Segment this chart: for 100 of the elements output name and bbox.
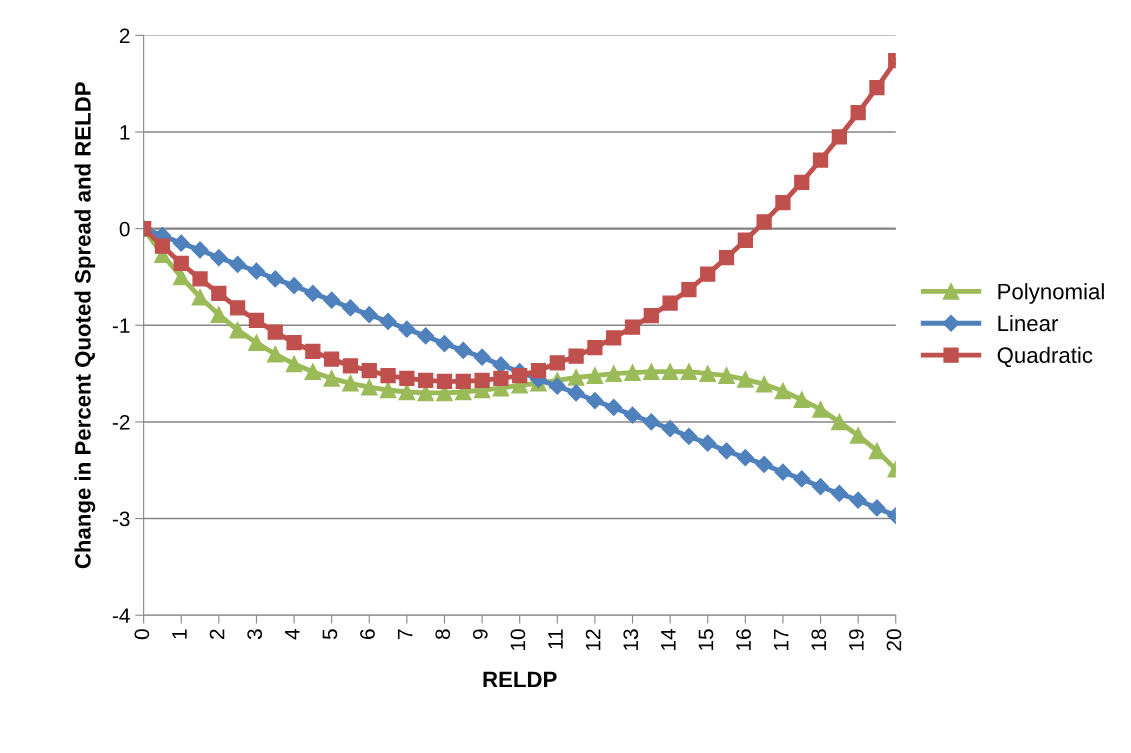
point: [304, 363, 322, 381]
point: [699, 365, 717, 382]
y-tick-label: 0: [119, 221, 130, 237]
y-tick-label: -4: [112, 608, 130, 623]
point: [849, 491, 867, 509]
point: [361, 363, 377, 379]
x-tick-label: 13: [623, 629, 639, 650]
y-axis-title: Change in Percent Quoted Spread and RELDP: [74, 82, 96, 569]
point: [643, 307, 659, 324]
point: [605, 365, 623, 382]
point: [830, 484, 848, 502]
point: [811, 478, 830, 496]
point: [399, 370, 415, 387]
point: [324, 351, 340, 367]
point: [417, 327, 435, 345]
point: [304, 284, 322, 302]
point: [285, 355, 303, 373]
point: [849, 427, 867, 444]
point: [831, 413, 848, 431]
point: [587, 339, 603, 356]
point: [454, 341, 472, 359]
point: [793, 470, 811, 488]
point: [605, 398, 623, 416]
x-tick-label: 18: [811, 629, 827, 650]
y-tick-label: -3: [112, 511, 130, 527]
point: [379, 312, 397, 330]
point: [737, 232, 753, 248]
point: [305, 343, 321, 360]
point: [266, 270, 284, 288]
point: [700, 266, 716, 282]
point: [624, 364, 641, 381]
point: [418, 372, 434, 389]
point: [681, 281, 697, 298]
point: [642, 363, 660, 381]
x-tick-label: 17: [773, 629, 789, 650]
x-tick-label: 11: [548, 629, 563, 649]
point: [360, 306, 378, 324]
point: [229, 255, 247, 273]
point: [286, 335, 302, 351]
point: [812, 152, 829, 168]
point: [567, 384, 585, 402]
x-tick-label: 0: [134, 629, 150, 640]
point: [342, 358, 359, 374]
point: [812, 401, 829, 418]
x-tick-label: 7: [397, 629, 413, 639]
point: [623, 406, 642, 424]
x-tick-label: 19: [848, 629, 864, 650]
point: [211, 285, 227, 302]
point: [699, 434, 717, 452]
point: [154, 238, 171, 254]
x-tick-label: 2: [209, 629, 225, 639]
x-tick-label: 6: [360, 629, 375, 639]
x-tick-label: 9: [472, 629, 488, 639]
point: [793, 391, 811, 409]
x-tick-label: 4: [285, 629, 300, 640]
point: [323, 370, 340, 387]
point: [191, 241, 209, 259]
point: [831, 129, 847, 145]
y-tick-label: 1: [120, 125, 130, 140]
point: [323, 291, 341, 309]
x-tick-label: 1: [172, 629, 187, 639]
point: [868, 442, 886, 460]
point: [229, 321, 246, 339]
legend-label: Linear: [998, 314, 1059, 332]
x-tick-label: 14: [661, 629, 676, 650]
point: [248, 312, 265, 329]
point: [380, 367, 396, 384]
point: [248, 334, 265, 352]
legend-label: Quadratic: [997, 346, 1093, 368]
point: [435, 335, 454, 353]
point: [869, 79, 885, 96]
point: [568, 348, 584, 364]
point: [192, 271, 208, 287]
point: [661, 420, 679, 438]
point: [379, 381, 397, 399]
point: [718, 367, 735, 384]
point: [680, 427, 698, 445]
point: [341, 299, 360, 317]
point: [794, 174, 810, 190]
point: [642, 413, 660, 431]
point: [606, 330, 622, 346]
point: [474, 372, 490, 389]
point: [172, 234, 190, 252]
point: [718, 250, 735, 266]
point: [662, 295, 678, 311]
x-axis-title: RELDP: [483, 671, 557, 688]
x-tick-label: 10: [510, 629, 526, 650]
point: [717, 442, 736, 460]
y-tick-label: -1: [112, 318, 130, 333]
point: [360, 378, 378, 396]
point: [586, 392, 604, 410]
point: [210, 249, 228, 267]
point: [230, 300, 246, 316]
point: [247, 262, 266, 280]
x-tick-label: 12: [585, 629, 601, 650]
point: [774, 382, 792, 400]
point: [868, 499, 886, 517]
point: [342, 374, 359, 392]
point: [775, 194, 791, 211]
point: [774, 463, 792, 481]
